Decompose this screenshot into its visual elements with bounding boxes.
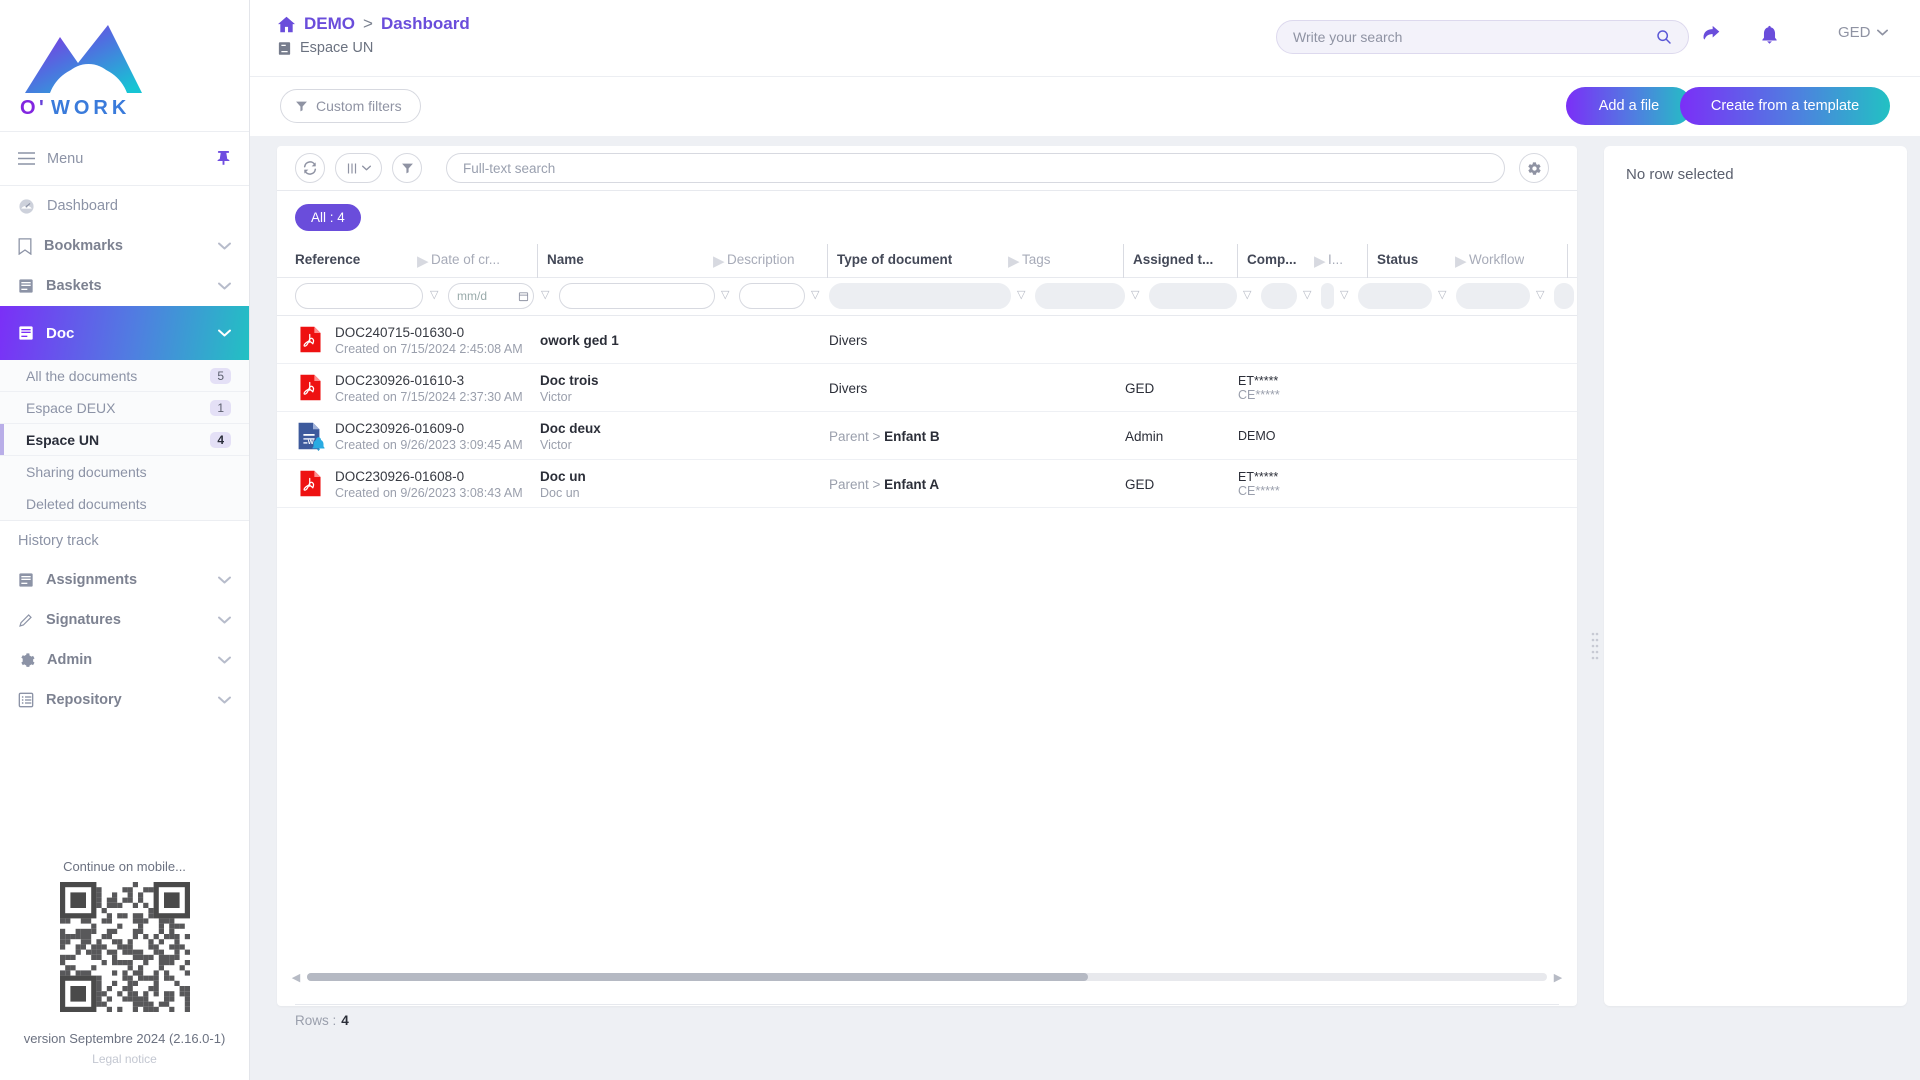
svg-text:WORK: WORK [51,97,130,119]
svg-text:': ' [39,97,44,119]
svg-text:O: O [20,97,40,119]
